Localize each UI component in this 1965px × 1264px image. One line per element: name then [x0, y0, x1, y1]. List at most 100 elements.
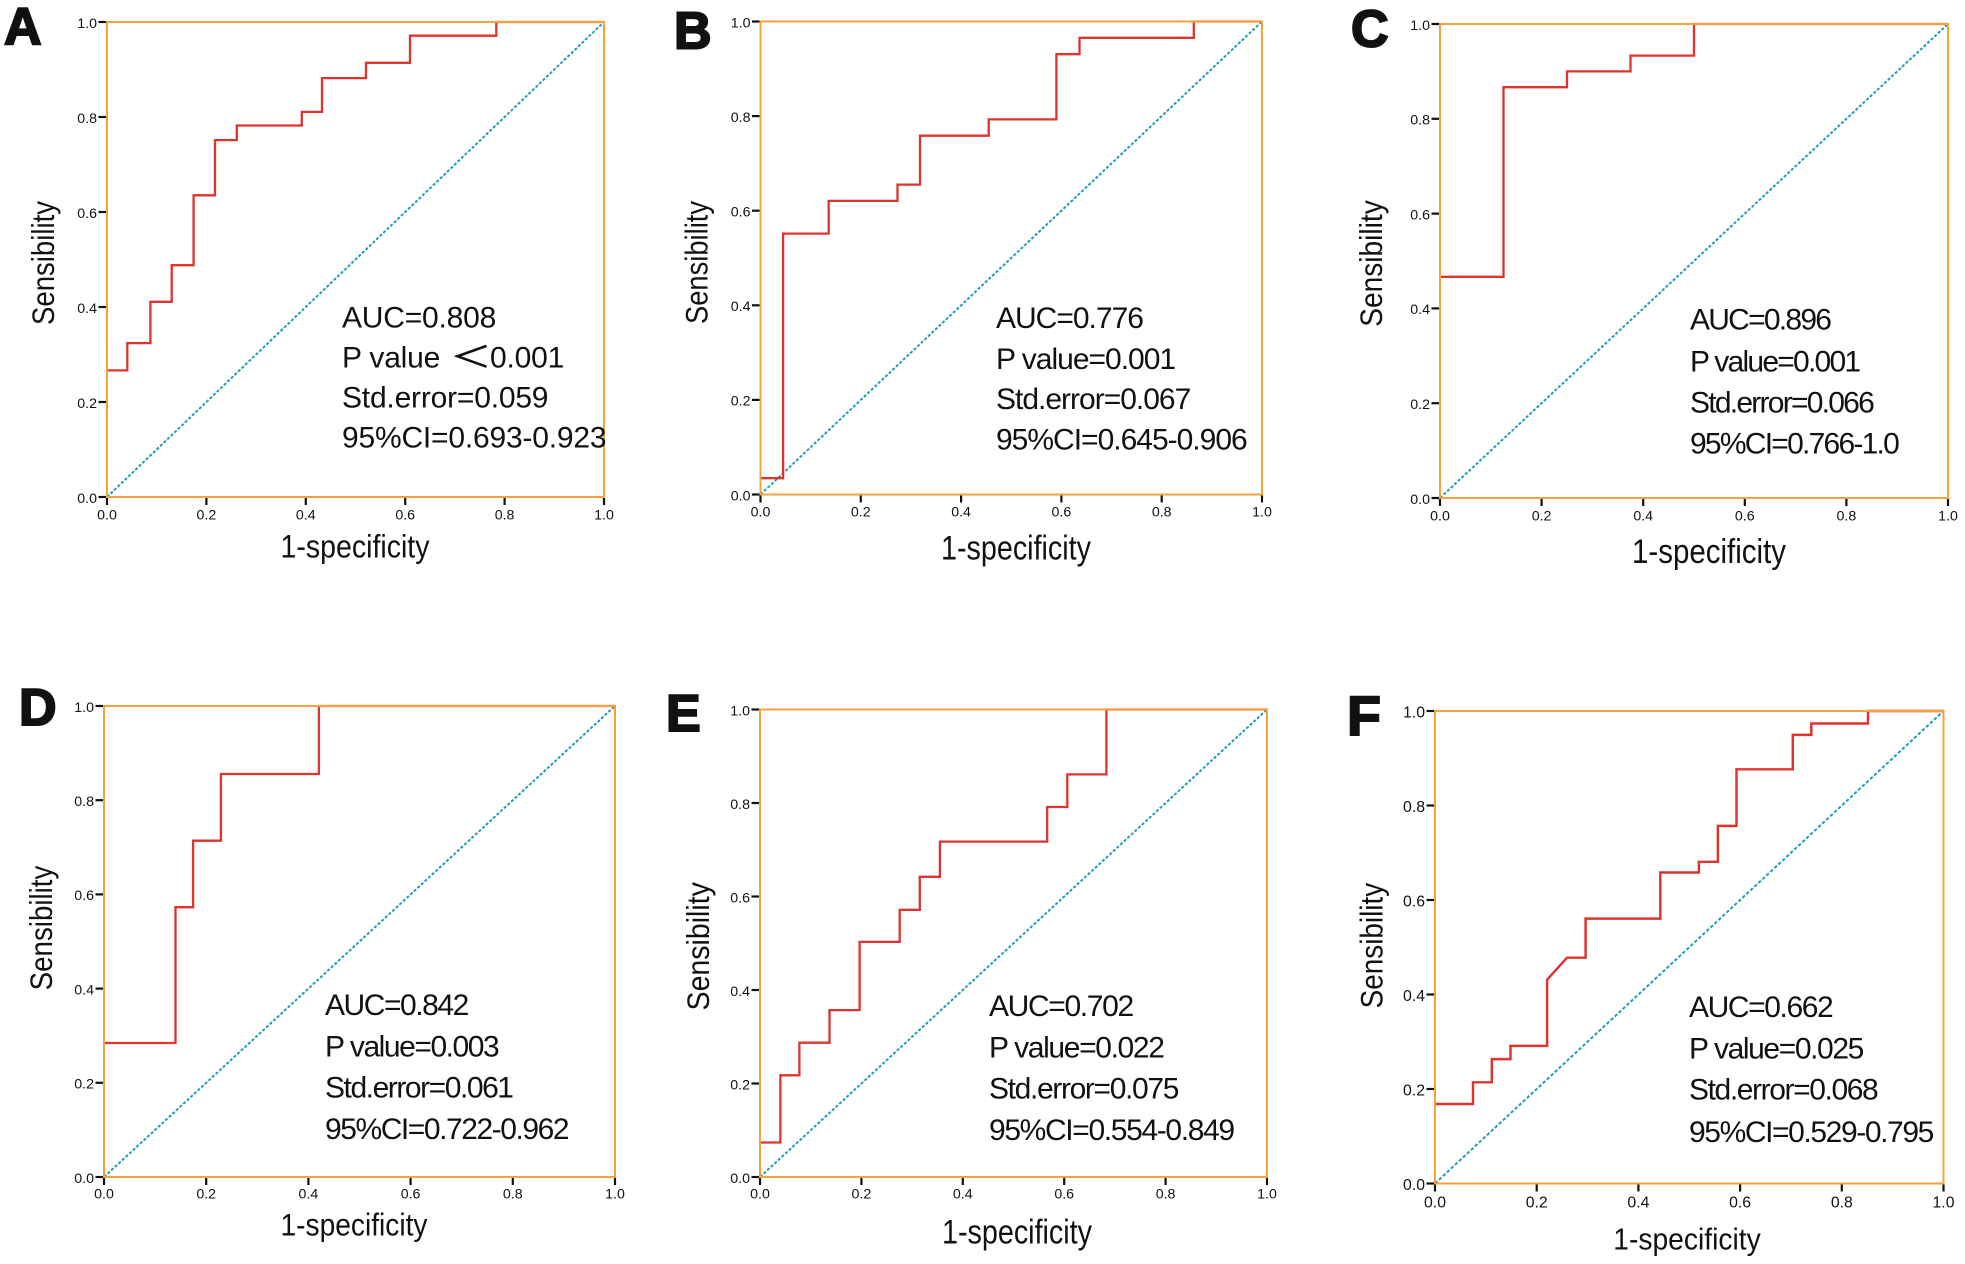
- svg-text:1.0: 1.0: [1403, 705, 1425, 722]
- svg-text:0.4: 0.4: [1403, 988, 1425, 1005]
- svg-text:0.2: 0.2: [1403, 1083, 1425, 1100]
- svg-text:0.4: 0.4: [731, 299, 751, 315]
- svg-text:Std.error=0.068: Std.error=0.068: [1689, 1073, 1878, 1106]
- svg-text:0.4: 0.4: [1410, 302, 1430, 318]
- svg-text:0.2: 0.2: [730, 1077, 750, 1093]
- svg-text:0.8: 0.8: [1156, 1187, 1176, 1203]
- svg-text:0.0: 0.0: [1430, 508, 1450, 524]
- svg-text:95%CI=0.766-1.0: 95%CI=0.766-1.0: [1690, 428, 1899, 461]
- svg-text:0.8: 0.8: [1410, 113, 1430, 129]
- svg-text:1.0: 1.0: [1257, 1187, 1277, 1203]
- svg-text:AUC=0.776: AUC=0.776: [996, 302, 1143, 335]
- svg-text:Sensibility: Sensibility: [1354, 883, 1390, 1009]
- svg-text:0.2: 0.2: [1526, 1194, 1548, 1211]
- svg-text:0.0: 0.0: [77, 491, 97, 507]
- svg-text:P value=0.025: P value=0.025: [1689, 1033, 1864, 1066]
- svg-text:1.0: 1.0: [605, 1186, 625, 1202]
- svg-text:0.8: 0.8: [495, 508, 515, 524]
- svg-text:0.2: 0.2: [196, 1186, 216, 1202]
- svg-text:0.4: 0.4: [299, 1186, 319, 1202]
- svg-text:0.0: 0.0: [730, 1171, 750, 1187]
- svg-text:0.8: 0.8: [77, 111, 97, 127]
- svg-text:0.0: 0.0: [731, 488, 751, 504]
- svg-text:A: A: [4, 0, 42, 56]
- svg-text:0.0: 0.0: [74, 1171, 94, 1187]
- svg-text:P value=0.022: P value=0.022: [989, 1031, 1164, 1064]
- svg-text:0.8: 0.8: [1403, 799, 1425, 816]
- svg-text:Std.error=0.061: Std.error=0.061: [325, 1071, 513, 1104]
- svg-text:1-specificity: 1-specificity: [281, 529, 431, 565]
- svg-text:0.4: 0.4: [296, 508, 316, 524]
- svg-text:1.0: 1.0: [74, 700, 94, 716]
- svg-text:0.0: 0.0: [750, 1187, 770, 1203]
- svg-text:0.0: 0.0: [751, 504, 771, 520]
- svg-text:0.4: 0.4: [77, 301, 97, 317]
- svg-text:1.0: 1.0: [1410, 18, 1430, 34]
- svg-text:0.6: 0.6: [395, 508, 415, 524]
- svg-text:0.6: 0.6: [1052, 504, 1072, 520]
- svg-text:P value=0.001: P value=0.001: [996, 343, 1175, 376]
- svg-text:Std.error=0.066: Std.error=0.066: [1690, 387, 1874, 420]
- svg-text:0.001: 0.001: [490, 342, 564, 375]
- svg-text:95%CI=0.554-0.849: 95%CI=0.554-0.849: [989, 1114, 1234, 1147]
- svg-text:Sensibility: Sensibility: [25, 201, 61, 325]
- svg-text:Std.error=0.059: Std.error=0.059: [342, 382, 548, 415]
- svg-text:0.8: 0.8: [1837, 508, 1857, 524]
- svg-text:0.4: 0.4: [1627, 1194, 1649, 1211]
- svg-text:Sensibility: Sensibility: [680, 882, 716, 1011]
- svg-text:Std.error=0.075: Std.error=0.075: [989, 1073, 1179, 1106]
- svg-text:0.8: 0.8: [503, 1186, 523, 1202]
- svg-text:AUC=0.896: AUC=0.896: [1690, 304, 1831, 337]
- svg-text:0.6: 0.6: [1054, 1187, 1074, 1203]
- svg-text:1.0: 1.0: [1252, 504, 1272, 520]
- svg-text:0.0: 0.0: [1410, 492, 1430, 508]
- svg-text:0.6: 0.6: [731, 205, 751, 221]
- svg-text:1.0: 1.0: [594, 508, 614, 524]
- svg-text:95%CI=0.645-0.906: 95%CI=0.645-0.906: [996, 423, 1247, 456]
- svg-text:0.0: 0.0: [94, 1186, 114, 1202]
- svg-text:1-specificity: 1-specificity: [281, 1207, 428, 1243]
- svg-text:0.2: 0.2: [197, 508, 217, 524]
- svg-text:0.0: 0.0: [97, 508, 117, 524]
- svg-text:E: E: [666, 685, 701, 743]
- svg-text:0.2: 0.2: [1410, 397, 1430, 413]
- svg-text:Sensibility: Sensibility: [23, 865, 59, 990]
- svg-text:F: F: [1347, 685, 1381, 747]
- svg-text:0.4: 0.4: [730, 984, 750, 1000]
- svg-text:1.0: 1.0: [77, 16, 97, 32]
- svg-text:D: D: [19, 679, 57, 737]
- svg-text:0.6: 0.6: [1410, 207, 1430, 223]
- svg-text:0.6: 0.6: [77, 206, 97, 222]
- svg-text:P value=0.001: P value=0.001: [1690, 346, 1860, 379]
- svg-text:0.2: 0.2: [852, 1187, 872, 1203]
- svg-text:0.6: 0.6: [1729, 1194, 1751, 1211]
- svg-text:0.2: 0.2: [74, 1077, 94, 1093]
- svg-text:0.6: 0.6: [74, 888, 94, 904]
- svg-text:0.2: 0.2: [77, 396, 97, 412]
- svg-text:1.0: 1.0: [731, 15, 751, 31]
- svg-text:0.8: 0.8: [74, 794, 94, 810]
- svg-text:0.4: 0.4: [74, 982, 94, 998]
- svg-text:95%CI=0.529-0.795: 95%CI=0.529-0.795: [1689, 1116, 1934, 1149]
- svg-text:Sensibility: Sensibility: [1353, 200, 1389, 327]
- svg-text:C: C: [1351, 0, 1389, 58]
- svg-text:0.8: 0.8: [731, 110, 751, 126]
- svg-text:1-specificity: 1-specificity: [941, 530, 1091, 568]
- svg-text:AUC=0.808: AUC=0.808: [342, 301, 496, 334]
- svg-text:1.0: 1.0: [730, 703, 750, 719]
- svg-text:0.4: 0.4: [953, 1187, 973, 1203]
- svg-text:95%CI=0.722-0.962: 95%CI=0.722-0.962: [325, 1113, 569, 1146]
- svg-text:0.2: 0.2: [1532, 508, 1552, 524]
- svg-text:1-specificity: 1-specificity: [1613, 1223, 1761, 1257]
- svg-text:0.6: 0.6: [730, 890, 750, 906]
- svg-text:0.4: 0.4: [1633, 508, 1653, 524]
- svg-text:Sensibility: Sensibility: [679, 201, 715, 324]
- svg-text:0.6: 0.6: [401, 1186, 421, 1202]
- svg-text:0.8: 0.8: [1152, 504, 1172, 520]
- svg-text:Std.error=0.067: Std.error=0.067: [996, 383, 1191, 416]
- svg-text:1.0: 1.0: [1933, 1194, 1955, 1211]
- svg-text:0.4: 0.4: [951, 504, 971, 520]
- svg-text:1.0: 1.0: [1938, 508, 1958, 524]
- svg-text:AUC=0.702: AUC=0.702: [989, 990, 1133, 1023]
- svg-text:P value: P value: [342, 342, 440, 375]
